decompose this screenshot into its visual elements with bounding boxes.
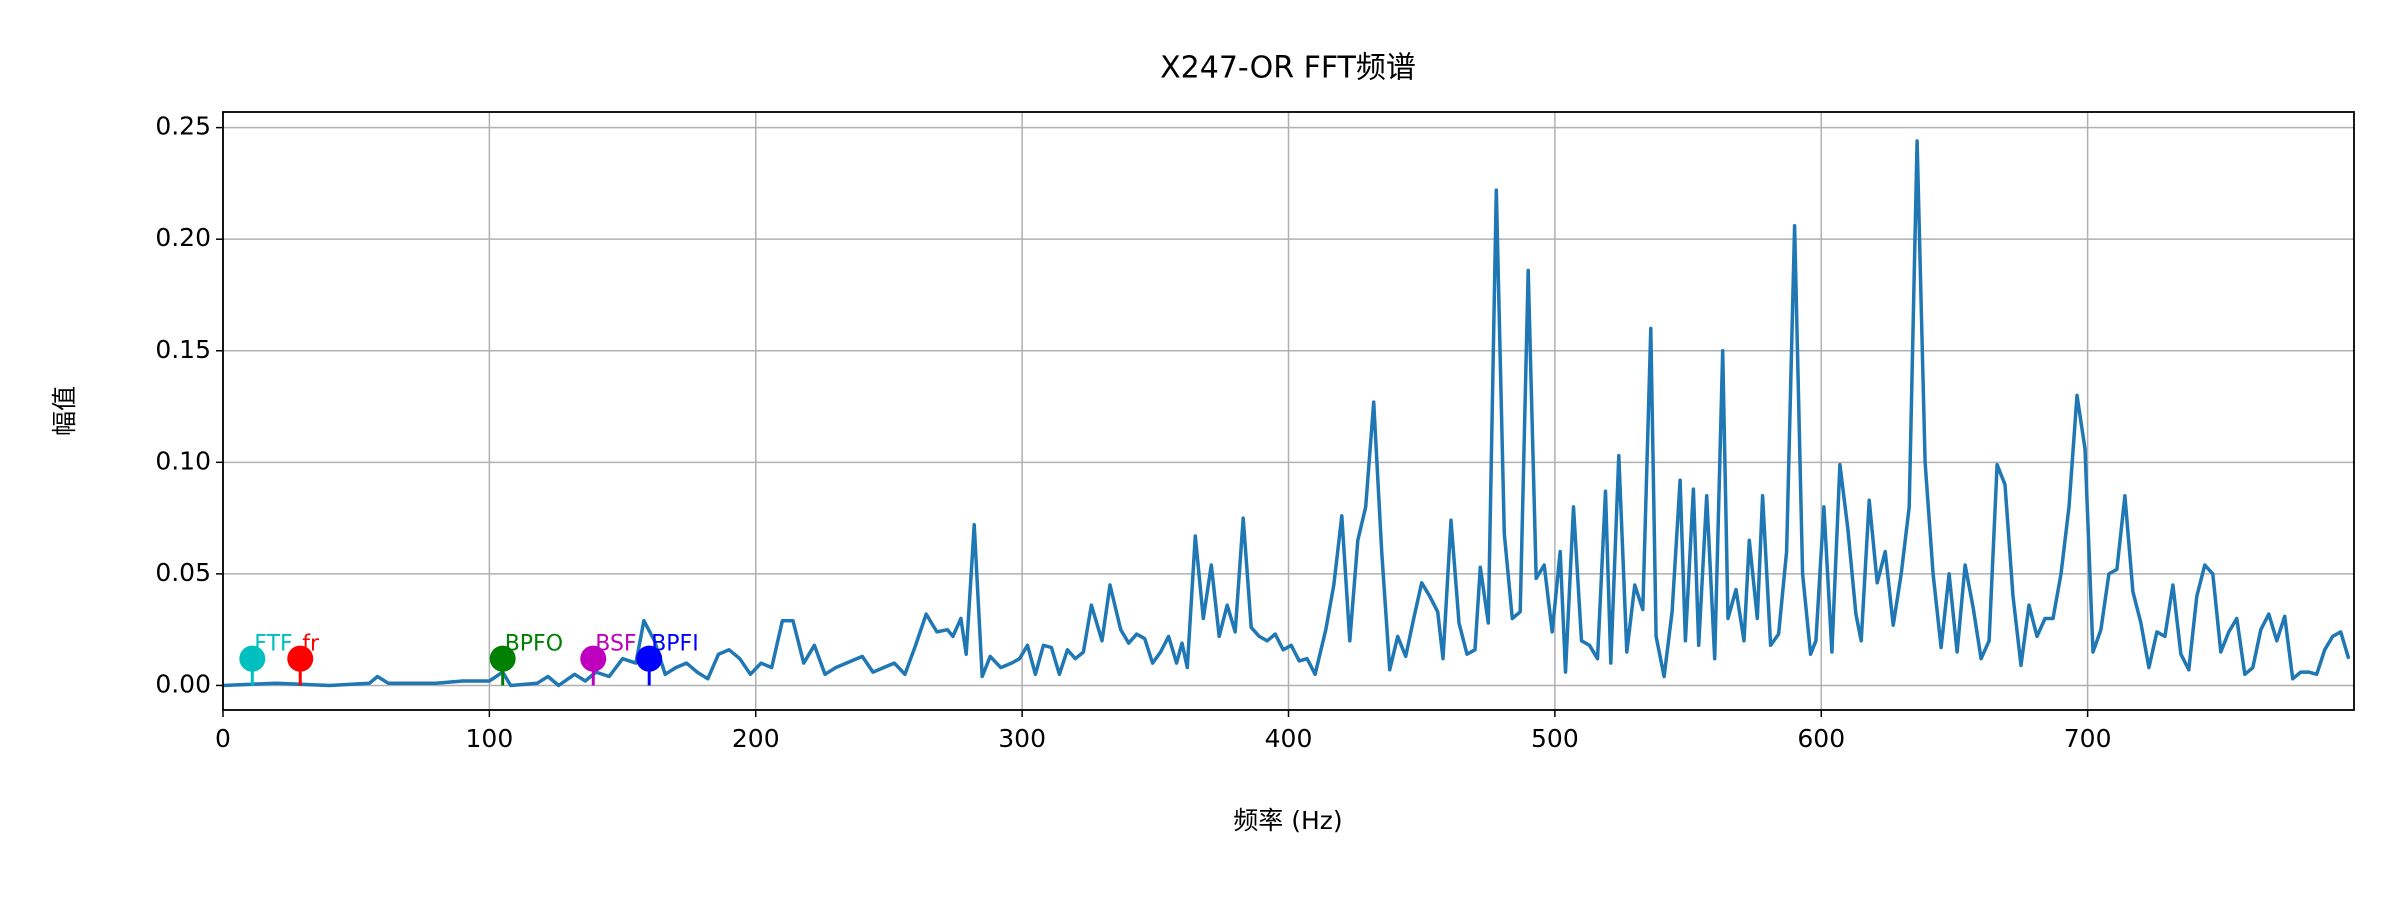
- x-axis-label: 频率 (Hz): [1233, 806, 1342, 835]
- x-tick-label: 100: [466, 724, 514, 753]
- y-axis-label: 幅值: [50, 386, 79, 436]
- x-tick-label: 200: [732, 724, 780, 753]
- x-tick-label: 300: [998, 724, 1046, 753]
- y-tick-label: 0.05: [155, 558, 211, 587]
- spectrum-line: [222, 139, 2351, 688]
- chart-title: X247-OR FFT频谱: [1160, 51, 1416, 86]
- y-tick-label: 0.00: [155, 669, 211, 698]
- marker: [239, 645, 266, 672]
- plot-frame: [222, 111, 2355, 711]
- x-tick-label: 400: [1265, 724, 1313, 753]
- x-tick-label: 700: [2064, 724, 2112, 753]
- marker-label: BSF: [595, 632, 636, 657]
- marker-label: FTF: [254, 632, 292, 657]
- marker: [287, 645, 314, 672]
- marker-label: BPFI: [651, 632, 699, 657]
- marker: [580, 645, 607, 672]
- y-tick-label: 0.15: [155, 335, 211, 364]
- y-tick-label: 0.25: [155, 112, 211, 141]
- x-tick-label: 0: [215, 724, 231, 753]
- marker-label: fr: [302, 632, 320, 657]
- x-tick-label: 500: [1531, 724, 1579, 753]
- y-tick-label: 0.10: [155, 446, 211, 475]
- marker-label: BPFO: [505, 632, 563, 657]
- x-tick-label: 600: [1797, 724, 1845, 753]
- y-tick-label: 0.20: [155, 223, 211, 252]
- marker: [636, 645, 663, 672]
- marker: [489, 645, 516, 672]
